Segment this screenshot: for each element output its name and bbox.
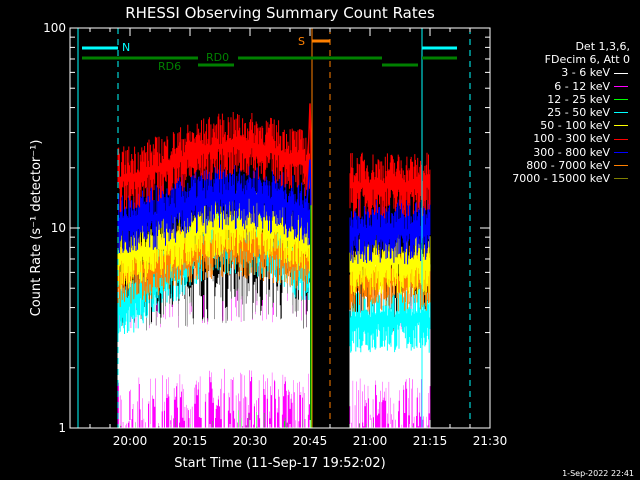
legend-swatch: [614, 125, 628, 127]
legend-label: 300 - 800 keV: [533, 145, 610, 159]
legend-label: 25 - 50 keV: [547, 106, 610, 120]
series-trace: [349, 152, 431, 219]
x-tick-label: 21:00: [353, 434, 388, 448]
legend-label: 12 - 25 keV: [547, 92, 610, 106]
series-trace: [117, 163, 310, 253]
legend-swatch: [614, 112, 628, 114]
legend-label: 3 - 6 keV: [561, 66, 610, 80]
legend-label: 100 - 300 keV: [533, 132, 610, 146]
flare-spike: [303, 103, 313, 428]
series-trace: [349, 229, 431, 296]
flare-trace-blue: [303, 159, 313, 238]
axes: 20:00 20:15 20:30 20:45 21:00 21:15 21:30 1 10 10…: [43, 21, 507, 448]
chart-title: RHESSI Observing Summary Count Rates: [125, 4, 435, 22]
saa-label: S: [298, 35, 305, 48]
series-trace: [349, 198, 431, 265]
legend-item: 7000 - 15000 keV: [460, 172, 630, 185]
x-tick-label: 20:00: [113, 434, 148, 448]
legend-item: 50 - 100 keV: [460, 119, 630, 132]
legend-item: 3 - 6 keV: [460, 66, 630, 79]
legend-header-1: Det 1,3,6,: [575, 40, 630, 53]
legend-item: 6 - 12 keV: [460, 80, 630, 93]
legend-swatch: [614, 151, 628, 153]
flare-trace-red: [303, 103, 313, 213]
legend-swatch: [614, 164, 628, 166]
data-traces: [117, 103, 431, 428]
series-300-800kev: [117, 163, 431, 265]
x-axis-label: Start Time (11-Sep-17 19:52:02): [174, 456, 385, 471]
legend-item: 12 - 25 keV: [460, 93, 630, 106]
night-label: N: [122, 41, 130, 54]
legend-item: 100 - 300 keV: [460, 132, 630, 145]
x-tick-label: 21:15: [413, 434, 448, 448]
rd0-label: RD0: [206, 51, 229, 64]
legend-item: 300 - 800 keV: [460, 146, 630, 159]
legend-swatch: [614, 138, 628, 140]
footer-timestamp: 1-Sep-2022 22:41: [562, 469, 634, 478]
legend-item: 800 - 7000 keV: [460, 159, 630, 172]
legend-swatch: [614, 178, 628, 180]
series-trace: [349, 287, 431, 353]
x-tick-label: 21:30: [473, 434, 508, 448]
y-tick-label: 10: [51, 221, 66, 235]
observing-flags: N S RD0 RD6: [77, 28, 471, 428]
legend-swatch: [614, 85, 628, 87]
legend: Det 1,3,6, FDecim 6, Att 0 3 - 6 keV 6 - …: [460, 40, 630, 185]
y-tick-label: 1: [58, 421, 66, 435]
rd6-label: RD6: [158, 60, 181, 73]
legend-swatch: [614, 98, 628, 100]
x-tick-label: 20:30: [233, 434, 268, 448]
legend-item: 25 - 50 keV: [460, 106, 630, 119]
legend-label: 6 - 12 keV: [554, 79, 610, 93]
legend-label: 50 - 100 keV: [540, 119, 610, 133]
x-tick-label: 20:45: [293, 434, 328, 448]
legend-swatch: [614, 72, 628, 74]
legend-header-2: FDecim 6, Att 0: [544, 53, 630, 67]
legend-label: 800 - 7000 keV: [526, 158, 610, 172]
y-tick-label: 100: [43, 21, 66, 35]
x-tick-label: 20:15: [173, 434, 208, 448]
legend-label: 7000 - 15000 keV: [512, 172, 610, 186]
y-axis-label: Count Rate (s⁻¹ detector⁻¹): [29, 140, 44, 317]
